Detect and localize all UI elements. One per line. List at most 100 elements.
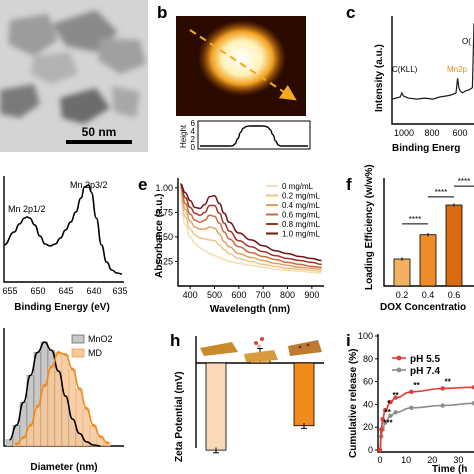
e-ytick-label: 0.50 (155, 232, 173, 242)
i-series-point (440, 403, 445, 408)
e-spectra (179, 183, 322, 274)
e-axes (177, 178, 324, 287)
g-fit-point (64, 352, 67, 356)
h-bars (205, 347, 315, 454)
g-fit-point (78, 387, 81, 391)
i-legend-marker-ph74 (396, 367, 402, 373)
d-xlabel: Binding Energy (eV) (14, 302, 110, 313)
i-series-point (409, 389, 414, 395)
panel-c-xps-survey: c Intensity (a.u.) Binding Energ 1000 80… (346, 3, 474, 154)
e-xtick-label: 400 (183, 290, 198, 300)
panel-label-b: b (157, 3, 167, 22)
d-xtick: 640 (86, 286, 101, 296)
i-xtick-label: 30 (453, 455, 463, 465)
c-xtick: 1000 (394, 128, 414, 138)
g-xlabel: Diameter (nm) (30, 462, 97, 473)
g-legend-swatch-mno2 (71, 334, 85, 344)
c-peak-o: O( (462, 37, 471, 46)
i-series-point (377, 447, 383, 453)
g-legend-swatch-md (71, 348, 85, 358)
e-ytick-label: 1.00 (155, 183, 173, 193)
afm-particle (198, 20, 286, 96)
h-sheet-icon (200, 342, 238, 356)
h-bar (293, 362, 315, 427)
f-xtick-label: 0.4 (422, 290, 435, 300)
i-sig-label: ** (385, 408, 392, 417)
h-dox-icon (254, 341, 258, 345)
g-fit-point (99, 435, 102, 439)
c-axes (391, 16, 474, 125)
c-xtick: 800 (424, 128, 439, 138)
c-spectrum-line (391, 23, 474, 100)
g-fit-point (57, 350, 60, 354)
g-fit-point (106, 441, 109, 445)
i-ytick-label: 60 (363, 377, 373, 387)
i-series-point (471, 401, 474, 406)
g-bar-mno2 (5, 439, 13, 447)
e-series-line (179, 184, 322, 266)
h-sheet-icon (244, 350, 278, 362)
i-series-point (383, 407, 388, 413)
e-legend-label: 0.4 mg/mL (282, 201, 320, 210)
panel-a-tem: 50 nm (0, 0, 148, 152)
g-fit-point (15, 442, 18, 446)
afm-ytick: 2 (191, 135, 196, 144)
e-series-line (179, 187, 322, 271)
e-series-line (179, 191, 322, 273)
i-series-point (409, 405, 414, 411)
f-bars: 0.2 0.4 0.6 **** **** **** (393, 177, 474, 300)
c-xtick: 600 (452, 128, 467, 138)
afm-profile-frame (197, 120, 311, 150)
i-sig-label: ** (445, 377, 452, 386)
c-peak-ckll: C(KLL) (392, 65, 418, 74)
panel-label-h: h (170, 331, 180, 350)
i-ytick-label: 40 (363, 399, 373, 409)
e-ytick-label: 0.75 (155, 207, 173, 217)
f-bar (419, 234, 437, 287)
c-peak-mn2p: Mn2p (447, 65, 468, 74)
f-xlabel: DOX Concentratio (380, 302, 466, 313)
f-xtick-label: 0.2 (396, 290, 409, 300)
e-legend-label: 0 mg/mL (282, 182, 314, 191)
i-series-point (393, 410, 398, 415)
e-ticks: 400 500 600 700 800 900 1.00 0.75 0.50 0.25 (155, 183, 319, 300)
i-series-point (393, 395, 398, 400)
g-fit-point (92, 423, 95, 427)
f-xtick-label: 0.6 (448, 290, 461, 300)
h-sheet-icon (288, 340, 322, 356)
i-release-curves: ********** ** (377, 377, 474, 453)
g-fit-point (29, 423, 32, 427)
e-ylabel: Absorbance (a.u.) (154, 194, 165, 278)
e-series-line (179, 185, 322, 269)
e-xtick-label: 800 (280, 290, 295, 300)
e-xtick-label: 900 (304, 290, 319, 300)
e-ytick-label: 0.25 (155, 256, 173, 266)
d-peak-2p12: Mn 2p1/2 (8, 204, 46, 214)
i-xlabel: Time (h (432, 464, 467, 474)
g-fit-point (85, 407, 88, 411)
f-sig-label: **** (458, 177, 470, 186)
g-legend-md: MD (88, 348, 102, 358)
e-xtick-label: 500 (207, 290, 222, 300)
afm-ytick: 6 (191, 119, 196, 128)
scalebar-label: 50 nm (82, 125, 117, 139)
e-series-line (179, 198, 322, 274)
g-fit-point (71, 367, 74, 371)
i-sig-label: ** (413, 381, 420, 390)
afm-ytick: 0 (191, 143, 196, 152)
i-series-point (383, 420, 388, 425)
tem-flakes (0, 10, 146, 124)
d-xtick: 655 (2, 286, 17, 296)
c-xlabel: Binding Energ (392, 143, 460, 154)
e-legend-label: 0.6 mg/mL (282, 211, 320, 220)
afm-profile-ylabel: Height (179, 124, 188, 148)
i-ytick-label: 80 (363, 354, 373, 364)
e-legend-label: 0.8 mg/mL (282, 220, 320, 229)
g-bar-md (47, 366, 55, 447)
i-sig-label: ** (392, 391, 399, 400)
i-series-point (380, 417, 385, 422)
i-ticks: 0 20 40 60 80 100 0 10 20 30 (358, 331, 463, 465)
i-series-point (471, 385, 474, 390)
panel-h-zeta: h Zeta Potential (mV) (170, 331, 324, 462)
